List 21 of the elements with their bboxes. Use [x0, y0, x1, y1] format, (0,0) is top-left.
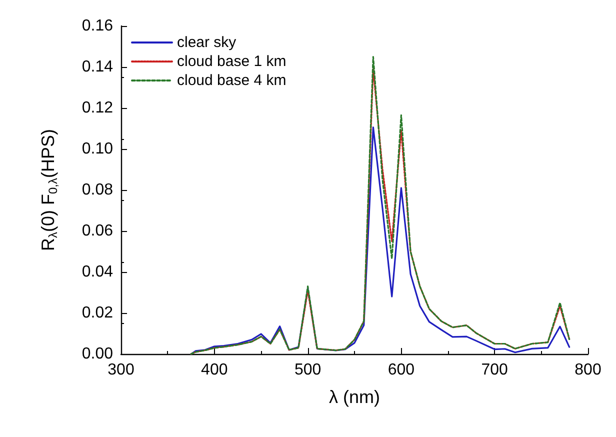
x-tick-label: 400 [201, 362, 228, 378]
x-tick-label: 300 [108, 362, 134, 378]
y-tick-label: 0.00 [82, 346, 114, 362]
y-tick-label: 0.08 [82, 182, 114, 198]
x-tick-label: 600 [388, 362, 415, 378]
legend-label: cloud base 4 km [177, 72, 286, 89]
y-tick-label: 0.12 [82, 100, 114, 116]
y-tick-label: 0.16 [82, 18, 114, 34]
x-tick-label: 800 [574, 362, 602, 378]
y-axis-title: Rλ(0) F0,λ(HPS) [38, 129, 60, 251]
y-tick-label: 0.02 [82, 304, 114, 322]
line-series [190, 126, 570, 355]
y-tick-label: 0.04 [82, 264, 114, 280]
x-axis-title: λ (nm) [329, 387, 380, 407]
x-tick-label: 700 [481, 362, 508, 378]
x-tick-label: 500 [294, 362, 322, 378]
legend-label: clear sky [177, 34, 237, 51]
legend-label: cloud base 1 km [177, 53, 286, 70]
y-tick-label: 0.10 [82, 140, 114, 158]
y-tick-label: 0.06 [82, 222, 114, 240]
y-tick-label: 0.14 [82, 58, 114, 76]
